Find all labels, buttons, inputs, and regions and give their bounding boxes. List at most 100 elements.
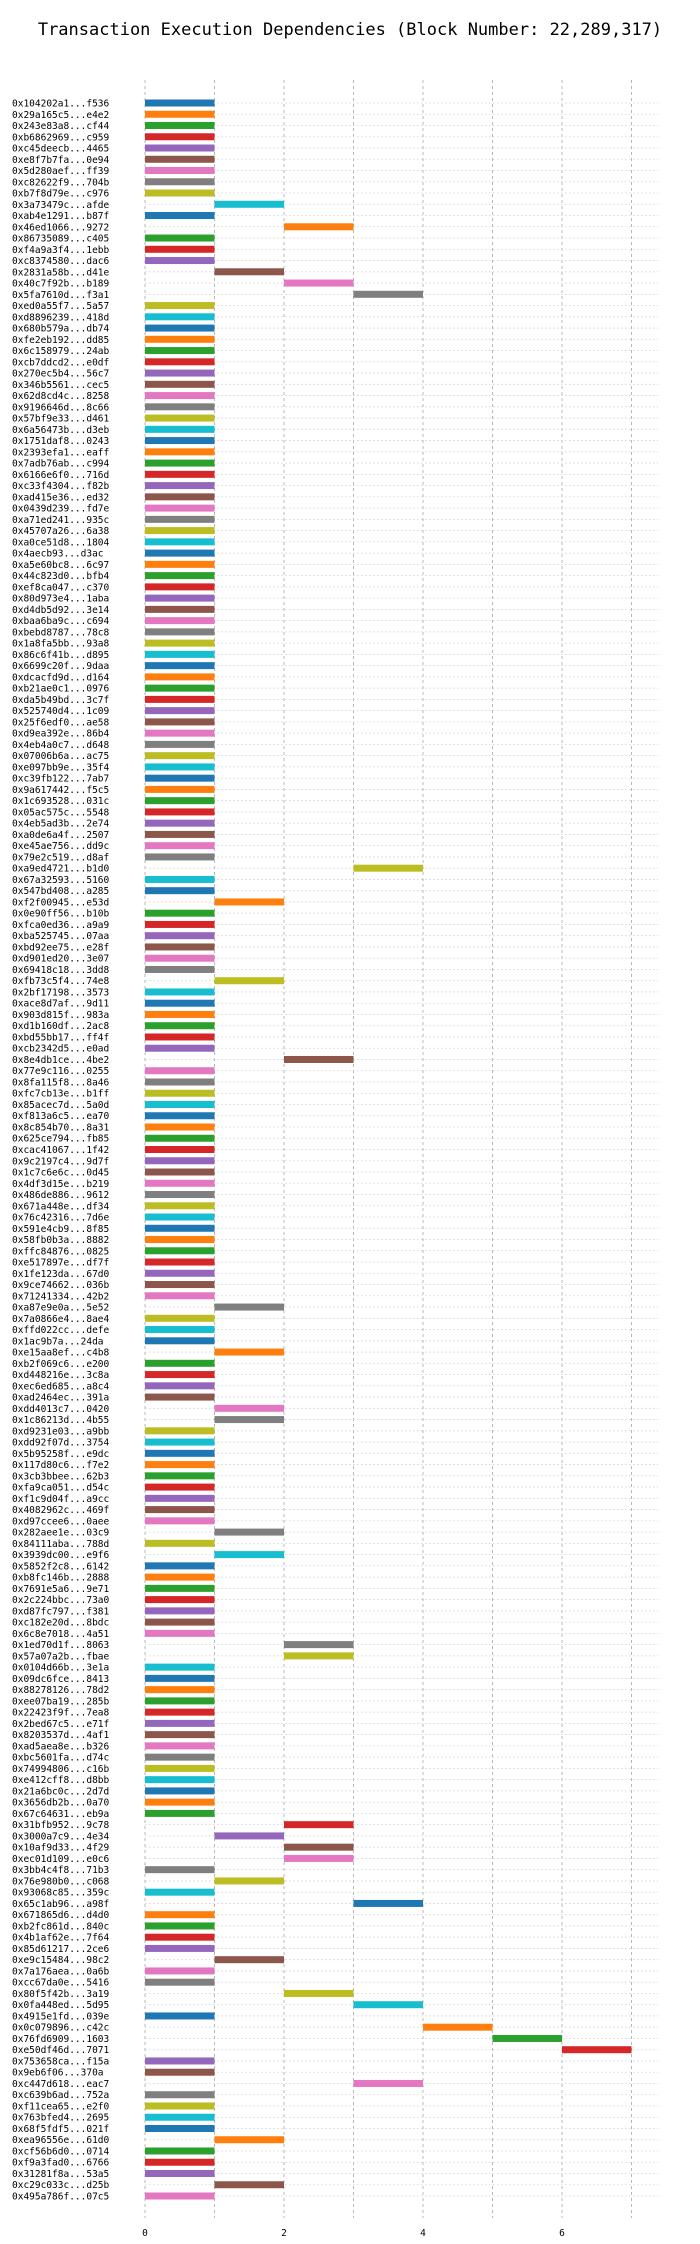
transaction-bar bbox=[284, 1843, 354, 1851]
y-tick-label: 0x25f6edf0...ae58 bbox=[12, 717, 110, 728]
y-tick-label: 0x62d8cd4c...8258 bbox=[12, 391, 110, 402]
transaction-bar bbox=[145, 1123, 215, 1131]
y-tick-label: 0xbaa6ba9c...c694 bbox=[12, 616, 110, 627]
transaction-bar bbox=[145, 1911, 215, 1919]
transaction-bar bbox=[145, 392, 215, 400]
transaction-bar bbox=[145, 1944, 215, 1952]
y-tick-label: 0xd87fc797...f381 bbox=[12, 1606, 110, 1617]
chart-title: Transaction Execution Dependencies (Bloc… bbox=[37, 20, 663, 40]
y-tick-label: 0x21a6bc0c...2d7d bbox=[12, 1786, 109, 1797]
transaction-bar bbox=[145, 954, 215, 962]
y-tick-label: 0xc639b6ad...752a bbox=[12, 2090, 109, 2101]
transaction-bar bbox=[145, 245, 215, 253]
transaction-bar bbox=[145, 324, 215, 332]
y-tick-label: 0xe412cff8...d8bb bbox=[12, 1775, 110, 1786]
transaction-bar bbox=[145, 1326, 215, 1334]
y-tick-label: 0x86c6f41b...d895 bbox=[12, 650, 109, 661]
transaction-bar bbox=[353, 1899, 423, 1907]
y-tick-label: 0xc82622f9...704b bbox=[12, 177, 110, 188]
y-tick-label: 0x1a8fa5bb...93a8 bbox=[12, 639, 110, 650]
y-tick-label: 0xfca0ed36...a9a9 bbox=[12, 920, 110, 931]
transaction-bar bbox=[145, 1539, 215, 1547]
y-tick-label: 0xec6ed685...a8c4 bbox=[12, 1381, 110, 1392]
transaction-bar bbox=[145, 1787, 215, 1795]
transaction-bar bbox=[145, 549, 215, 557]
transaction-bar bbox=[145, 1146, 215, 1153]
y-tick-label: 0xa5e60bc8...6c97 bbox=[12, 560, 109, 571]
y-tick-label: 0x29a165c5...e4e2 bbox=[12, 110, 109, 121]
y-tick-label: 0x282aee1e...03c9 bbox=[12, 1528, 110, 1539]
y-tick-label: 0x68f5fdf5...021f bbox=[12, 2124, 109, 2135]
transaction-bar bbox=[145, 1483, 215, 1491]
y-tick-label: 0xfb73c5f4...74e8 bbox=[12, 976, 110, 987]
y-tick-label: 0xb8fc146b...2888 bbox=[12, 1573, 110, 1584]
transaction-bar bbox=[145, 650, 215, 658]
transaction-bar bbox=[214, 1528, 284, 1536]
y-tick-label: 0xbd55bb17...ff4f bbox=[12, 1032, 109, 1043]
transaction-bar bbox=[492, 2034, 562, 2042]
transaction-bar bbox=[145, 2057, 215, 2065]
transaction-bar bbox=[145, 572, 215, 580]
transaction-bar bbox=[145, 155, 215, 163]
transaction-bar bbox=[145, 189, 215, 197]
transaction-bar bbox=[145, 1922, 215, 1930]
y-tick-label: 0xf1c9d04f...a9cc bbox=[12, 1494, 109, 1505]
transaction-bar bbox=[353, 2001, 423, 2009]
y-tick-label: 0xc33f4304...f82b bbox=[12, 481, 110, 492]
transaction-bar bbox=[145, 718, 215, 726]
y-tick-label: 0x86735089...c405 bbox=[12, 234, 109, 245]
transaction-bar bbox=[145, 1269, 215, 1277]
transaction-bar bbox=[145, 1202, 215, 1210]
y-tick-label: 0x486de886...9612 bbox=[12, 1190, 109, 1201]
transaction-bar bbox=[145, 1010, 215, 1018]
transaction-bar bbox=[214, 2181, 284, 2189]
transaction-bar bbox=[284, 1821, 354, 1829]
y-tick-label: 0x2831a58b...d41e bbox=[12, 267, 110, 278]
transaction-bar bbox=[145, 414, 215, 422]
y-tick-label: 0x9eb6f06...370a bbox=[12, 2068, 104, 2079]
transaction-bar bbox=[145, 830, 215, 838]
transaction-bar bbox=[214, 1348, 284, 1356]
transaction-bar bbox=[145, 1663, 215, 1671]
transaction-bar bbox=[145, 1236, 215, 1244]
transaction-bar bbox=[214, 200, 284, 208]
transaction-bar bbox=[145, 965, 215, 973]
transaction-bar bbox=[145, 1731, 215, 1739]
y-tick-label: 0x7691e5a6...9e71 bbox=[12, 1584, 110, 1595]
y-tick-label: 0x10af9d33...4f29 bbox=[12, 1843, 110, 1854]
transaction-bar bbox=[353, 864, 423, 872]
y-tick-label: 0x74994806...c16b bbox=[12, 1764, 110, 1775]
y-tick-label: 0x547bd408...a285 bbox=[12, 886, 109, 897]
transaction-bar bbox=[214, 1832, 284, 1840]
transaction-bar bbox=[145, 2169, 215, 2177]
transaction-bar bbox=[145, 470, 215, 478]
y-tick-label: 0x3000a7c9...4e34 bbox=[12, 1831, 110, 1842]
y-tick-label: 0x76e980b0...c068 bbox=[12, 1876, 110, 1887]
transaction-bar bbox=[214, 268, 284, 276]
y-tick-label: 0x3939dc00...e9f6 bbox=[12, 1550, 110, 1561]
transaction-bar bbox=[145, 2102, 215, 2110]
y-tick-label: 0xb7f8d79e...c976 bbox=[12, 189, 110, 200]
transaction-bar bbox=[145, 639, 215, 647]
y-tick-label: 0xe8f7b7fa...0e94 bbox=[12, 155, 110, 166]
transaction-bar bbox=[145, 1449, 215, 1457]
y-tick-label: 0xec01d109...e0c6 bbox=[12, 1854, 110, 1865]
transaction-bar bbox=[145, 403, 215, 411]
y-tick-label: 0xd8896239...418d bbox=[12, 312, 109, 323]
y-tick-label: 0x495a786f...07c5 bbox=[12, 2192, 109, 2203]
y-tick-label: 0x243e83a8...cf44 bbox=[12, 121, 110, 132]
transaction-bar bbox=[145, 943, 215, 951]
y-tick-label: 0xa71ed241...935c bbox=[12, 515, 109, 526]
transaction-bar bbox=[214, 1877, 284, 1885]
transaction-bar bbox=[145, 1134, 215, 1142]
y-tick-label: 0xab4e1291...b87f bbox=[12, 211, 109, 222]
transaction-bar bbox=[562, 2046, 632, 2054]
transaction-bar bbox=[145, 887, 215, 895]
transaction-bar bbox=[145, 178, 215, 186]
y-tick-label: 0x1ed70d1f...8063 bbox=[12, 1640, 109, 1651]
y-tick-label: 0xf11cea65...e2f0 bbox=[12, 2101, 110, 2112]
transaction-bar bbox=[145, 920, 215, 928]
y-tick-label: 0x1ac9b7a...24da bbox=[12, 1336, 104, 1347]
y-tick-label: 0xe45ae756...dd9c bbox=[12, 841, 109, 852]
